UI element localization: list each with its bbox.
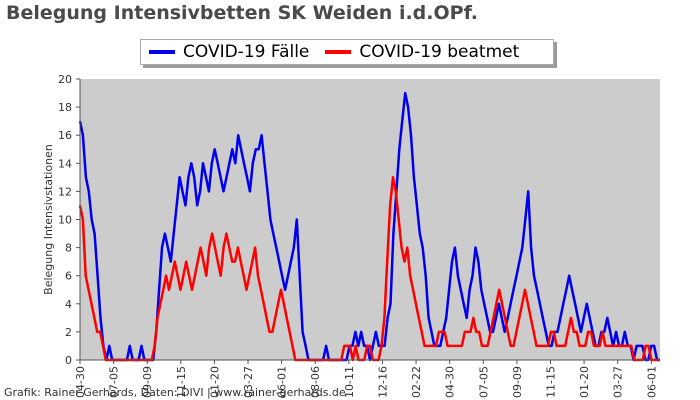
x-tick-label: 10-11	[343, 366, 356, 398]
y-tick-label: 12	[58, 185, 72, 198]
x-tick-label: 09-09	[141, 366, 154, 398]
x-tick-label: 04-30	[444, 366, 457, 398]
y-tick-label: 16	[58, 129, 72, 142]
y-tick-label: 2	[65, 326, 72, 339]
x-tick-label: 08-06	[309, 366, 322, 398]
legend-swatch-faelle	[149, 50, 175, 54]
y-tick-label: 0	[65, 354, 72, 367]
x-tick-label: 11-15	[544, 366, 557, 398]
y-tick-label: 4	[65, 298, 72, 311]
legend-item-beatmet: COVID-19 beatmet	[325, 42, 519, 62]
x-tick-label: 06-01	[645, 366, 658, 398]
x-tick-label: 01-20	[578, 366, 591, 398]
y-tick-label: 14	[58, 157, 72, 170]
x-tick-label: 03-27	[242, 366, 255, 398]
x-tick-label: 04-30	[74, 366, 87, 398]
legend-swatch-beatmet	[325, 50, 352, 54]
x-tick-label: 07-05	[477, 366, 490, 398]
y-tick-label: 20	[58, 73, 72, 86]
x-tick-label: 12-16	[376, 366, 389, 398]
legend-item-faelle: COVID-19 Fälle	[149, 42, 309, 62]
series-line-beatmet	[78, 176, 660, 362]
x-tick-label: 11-15	[175, 366, 188, 398]
footer-credit: Grafik: Rainer Gerhards, Daten: DIVI | w…	[4, 386, 346, 399]
x-tick-label: 09-09	[511, 366, 524, 398]
y-tick-label: 8	[65, 242, 72, 255]
x-tick-label: 07-05	[108, 366, 121, 398]
x-tick-label: 01-20	[208, 366, 221, 398]
plot-area	[80, 79, 660, 360]
legend-label-beatmet: COVID-19 beatmet	[359, 42, 520, 62]
x-tick-label: 06-01	[276, 366, 289, 398]
y-tick-label: 18	[58, 101, 72, 114]
y-tick-label: 10	[58, 214, 72, 227]
chart-legend: COVID-19 Fälle COVID-19 beatmet	[140, 39, 554, 65]
y-axis-label: Belegung Intensivstationen	[42, 144, 55, 295]
y-tick-label: 6	[65, 270, 72, 283]
legend-label-faelle: COVID-19 Fälle	[183, 42, 310, 62]
x-tick-label: 02-22	[410, 366, 423, 398]
chart-title: Belegung Intensivbetten SK Weiden i.d.OP…	[6, 2, 479, 24]
x-tick-label: 03-27	[612, 366, 625, 398]
